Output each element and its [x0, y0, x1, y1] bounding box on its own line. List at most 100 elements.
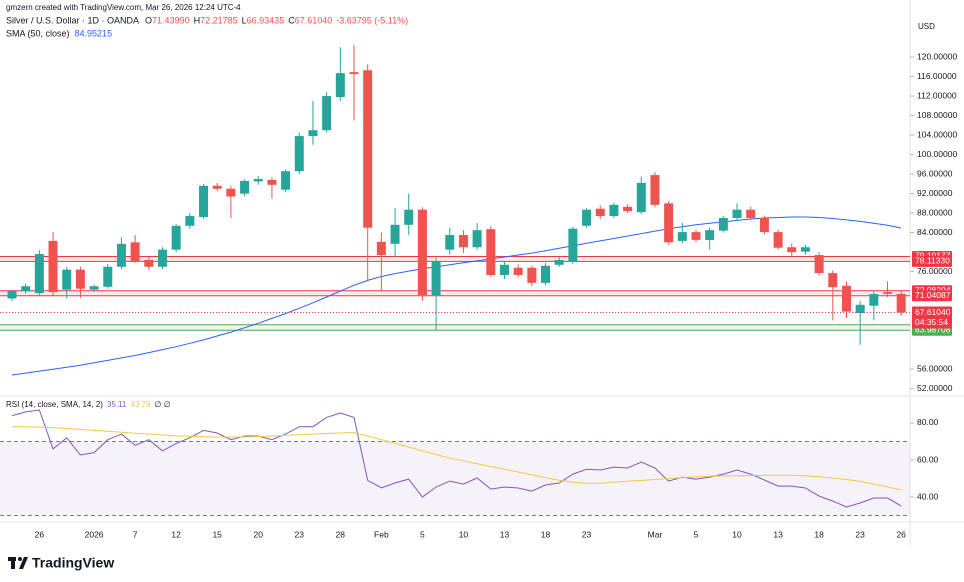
candle-body	[623, 206, 633, 212]
sma-legend-value: 84.95215	[75, 28, 113, 38]
candle-body	[157, 249, 167, 267]
level-price-label: 71.04087	[915, 290, 951, 300]
candle-body	[499, 264, 509, 276]
candle-body	[267, 179, 277, 185]
candle-body	[445, 235, 455, 250]
x-tick-label: 7	[133, 529, 138, 539]
x-tick-label: 12	[171, 529, 181, 539]
sma-line	[11, 216, 902, 376]
x-tick-label: 18	[541, 529, 551, 539]
candle-body	[417, 209, 427, 296]
candle-body	[527, 267, 537, 283]
x-tick-label: 10	[459, 529, 469, 539]
candle-body	[89, 286, 99, 290]
rsi-sma-line	[12, 426, 902, 491]
x-tick-label: 26	[35, 529, 45, 539]
candle-body	[568, 228, 578, 262]
candle-body	[62, 269, 72, 290]
y-tick-label: 52.00000	[917, 383, 953, 393]
zone-fill	[0, 324, 910, 331]
level-price-box	[912, 255, 952, 267]
rsi-legend-value: 35.11	[107, 400, 127, 409]
zone-fill	[0, 256, 910, 262]
candle-body	[705, 230, 715, 240]
candle-body	[691, 232, 701, 240]
candle-body	[34, 254, 44, 294]
candle-body	[431, 261, 441, 296]
ohlc-value: 72.21785	[200, 15, 238, 25]
level-price-box	[912, 290, 952, 302]
x-tick-label: 23	[855, 529, 865, 539]
y-tick-label: 116.00000	[917, 71, 957, 81]
candle-body	[814, 255, 824, 274]
candle-body	[636, 182, 646, 213]
candle-body	[185, 216, 195, 226]
candle-body	[609, 204, 619, 217]
x-tick-label: 28	[336, 529, 346, 539]
x-tick-label: 5	[420, 529, 425, 539]
countdown-label: 04:35:54	[915, 317, 948, 327]
candle-body	[21, 286, 31, 292]
y-tick-label: 100.00000	[917, 149, 957, 159]
candle-body	[718, 217, 728, 231]
candle-body	[308, 130, 318, 137]
created-note: gmzern created with TradingView.com, Mar…	[6, 3, 241, 12]
rsi-band-fill	[0, 441, 910, 516]
ohlc-value: C	[288, 15, 295, 25]
candle-body	[582, 209, 592, 226]
candle-body	[759, 217, 769, 233]
y-tick-label: 120.00000	[917, 51, 957, 61]
candle-body	[130, 242, 140, 262]
candle-body	[349, 72, 359, 75]
y-tick-label: 60.00	[917, 454, 939, 464]
x-tick-label: 5	[694, 529, 699, 539]
y-tick-label: 104.00000	[917, 129, 957, 139]
x-tick-label: Mar	[648, 529, 663, 539]
candle-body	[171, 225, 181, 250]
candle-body	[650, 175, 660, 205]
level-price-label: 72.08204	[915, 285, 951, 295]
x-tick-label: 2026	[85, 529, 104, 539]
last-price-label: 67.61040	[915, 307, 951, 317]
candle-body	[281, 171, 291, 190]
candle-body	[841, 285, 851, 312]
candle-body	[376, 241, 386, 256]
ohlc-value: 71.43990	[152, 15, 190, 25]
x-tick-label: 13	[500, 529, 510, 539]
x-tick-label: 13	[773, 529, 783, 539]
ohlc-value: 67.61040	[295, 15, 333, 25]
candle-body	[7, 291, 17, 299]
candle-body	[322, 96, 332, 131]
candle-body	[212, 185, 222, 189]
candle-body	[404, 209, 414, 225]
candle-body	[116, 243, 126, 267]
candle-body	[554, 259, 564, 265]
x-tick-label: Feb	[374, 529, 389, 539]
y-tick-label: 112.00000	[917, 90, 957, 100]
candle-body	[732, 209, 742, 218]
level-price-label: 63.98708	[915, 324, 951, 334]
level-price-label: 79.10177	[915, 251, 951, 261]
level-price-label: 78.11330	[915, 256, 950, 266]
brand-name: TradingView	[32, 555, 114, 571]
candle-body	[855, 304, 865, 314]
candle-body	[800, 247, 810, 252]
rsi-title: RSI (14, close, SMA, 14, 2)	[6, 400, 103, 409]
candle-body	[240, 180, 250, 194]
currency-label: USD	[918, 22, 935, 31]
y-tick-label: 96.00000	[917, 168, 953, 178]
candle-body	[335, 73, 345, 98]
candle-body	[883, 292, 893, 294]
y-tick-label: 92.00000	[917, 188, 953, 198]
ohlc-value: -3.63795 (-5.11%)	[336, 15, 408, 25]
x-tick-label: 23	[582, 529, 592, 539]
candle-body	[390, 224, 400, 244]
sma-legend-name: SMA (50, close)	[6, 28, 70, 38]
zone-fill	[0, 290, 910, 296]
candle-body	[458, 235, 468, 248]
last-price-box	[912, 306, 952, 329]
candle-body	[144, 259, 154, 267]
brand-logo	[8, 557, 28, 569]
x-tick-label: 15	[212, 529, 222, 539]
ohlc-value: H	[194, 15, 201, 25]
